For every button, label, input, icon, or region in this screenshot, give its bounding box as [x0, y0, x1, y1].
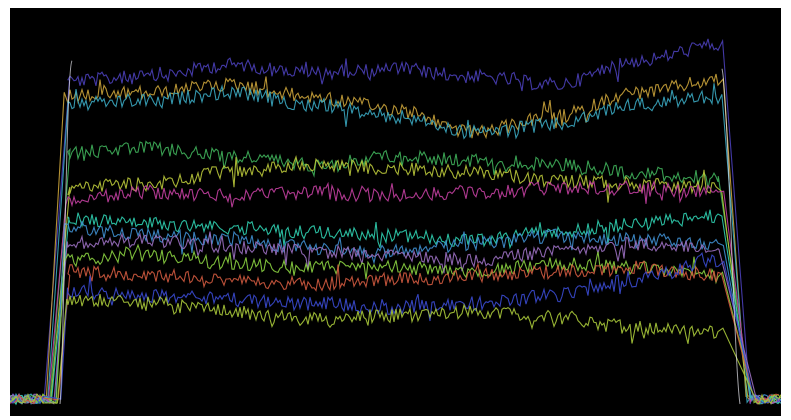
series-layer [10, 39, 781, 404]
plot-svg [10, 8, 781, 416]
series-line-12 [10, 253, 781, 403]
series-line-6 [10, 181, 780, 403]
plot-area [10, 8, 781, 416]
series-line-11 [10, 261, 779, 404]
